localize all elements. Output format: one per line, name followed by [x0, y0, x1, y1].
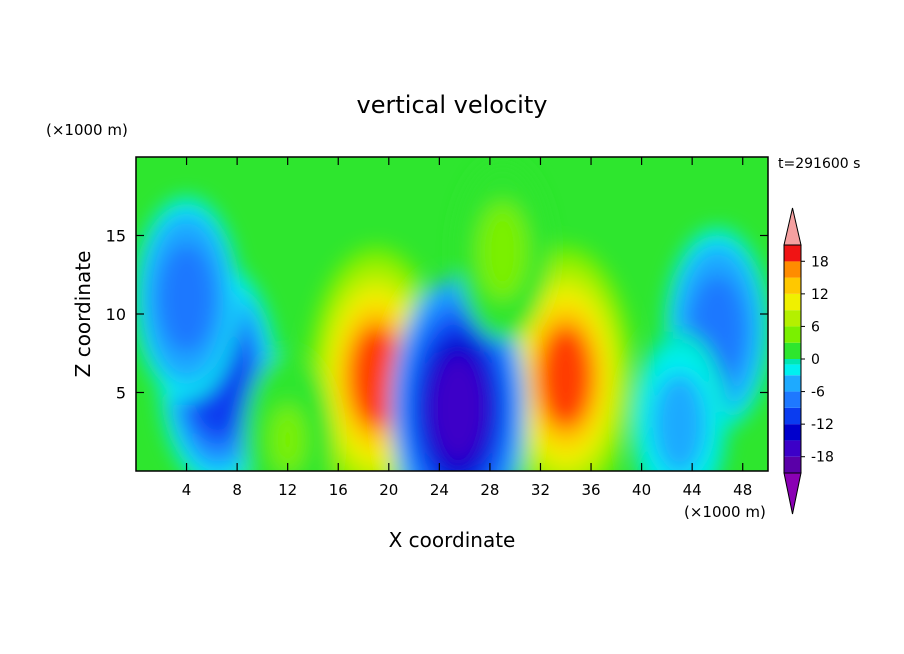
colorbar-segment [784, 407, 801, 425]
colorbar-segment [784, 310, 801, 327]
colorbar-segment [784, 261, 801, 278]
x-axis-ticks: 4 8 12 16 20 24 28 32 36 40 44 48 [182, 157, 752, 499]
colorbar-tick-label: -6 [811, 385, 825, 401]
feature-contour [431, 356, 486, 461]
x-unit-label: (×1000 m) [684, 503, 766, 521]
x-tick-label: 40 [632, 481, 651, 499]
feature-contour [538, 324, 593, 429]
x-tick-label: 12 [278, 481, 297, 499]
x-axis-label: X coordinate [389, 528, 516, 552]
y-tick-label: 10 [106, 305, 126, 324]
colorbar-extend-bottom [783, 472, 802, 515]
x-tick-label: 20 [379, 481, 398, 499]
colorbar-segment [784, 456, 801, 473]
velocity-feature [390, 277, 527, 471]
y-unit-label: (×1000 m) [46, 121, 128, 139]
colorbar-segment [784, 359, 801, 365]
time-label: t=291600 s [778, 156, 860, 172]
x-tick-label: 48 [733, 481, 752, 499]
y-axis-ticks: 5 10 15 [106, 227, 768, 403]
x-tick-label: 16 [329, 481, 348, 499]
feature-contour [483, 215, 522, 288]
velocity-feature [456, 161, 550, 341]
colorbar-segment [784, 277, 801, 294]
colorbar-tick-label: 12 [811, 287, 829, 303]
plot-field [136, 157, 768, 471]
x-tick-label: 24 [430, 481, 449, 499]
y-tick-label: 15 [106, 227, 126, 246]
feature-contour [660, 386, 699, 461]
colorbar-tick-label: 18 [811, 254, 829, 270]
colorbar-tick-label: 6 [811, 319, 820, 335]
colorbar-segment [784, 364, 801, 376]
colorbar-segment [784, 424, 801, 441]
x-tick-label: 36 [581, 481, 600, 499]
velocity-feature [136, 197, 240, 400]
velocity-features [136, 161, 768, 471]
velocity-feature [631, 331, 728, 471]
chart-title: vertical velocity [357, 91, 548, 119]
colorbar-segment [784, 244, 801, 262]
feature-contour [165, 257, 208, 339]
x-tick-label: 28 [480, 481, 499, 499]
x-tick-label: 44 [683, 481, 702, 499]
colorbar-tick-label: -12 [811, 417, 834, 433]
feature-contour [349, 324, 404, 429]
colorbar-segment [784, 293, 801, 311]
feature-contour [269, 404, 306, 471]
colorbar-segment [784, 391, 801, 408]
colorbar-segment [784, 326, 801, 343]
colorbar-extend-top [783, 207, 802, 246]
x-tick-label: 4 [182, 481, 192, 499]
colorbar-tick-label: 0 [811, 352, 820, 368]
colorbar-segment [784, 440, 801, 457]
colorbar: 18 12 6 0 -6 -12 -18 [783, 207, 834, 515]
velocity-feature [242, 352, 333, 471]
x-tick-label: 8 [232, 481, 242, 499]
colorbar-segment [784, 375, 801, 392]
y-axis-label: Z coordinate [71, 251, 95, 378]
colorbar-segment [784, 342, 801, 359]
y-tick-label: 5 [116, 384, 126, 403]
colorbar-tick-label: -18 [811, 450, 834, 466]
x-tick-label: 32 [531, 481, 550, 499]
